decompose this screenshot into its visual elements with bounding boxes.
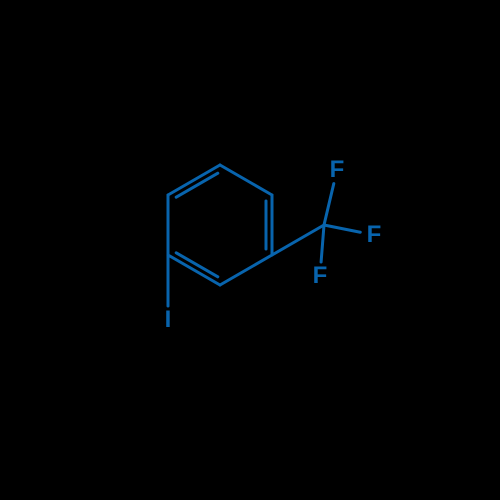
atom-label-f: F [330, 156, 345, 184]
bond-layer [0, 0, 500, 500]
atom-label-i: I [165, 306, 172, 334]
atom-label-f: F [313, 262, 328, 290]
molecule-diagram: F F F I [0, 0, 500, 500]
atom-label-f: F [367, 221, 382, 249]
